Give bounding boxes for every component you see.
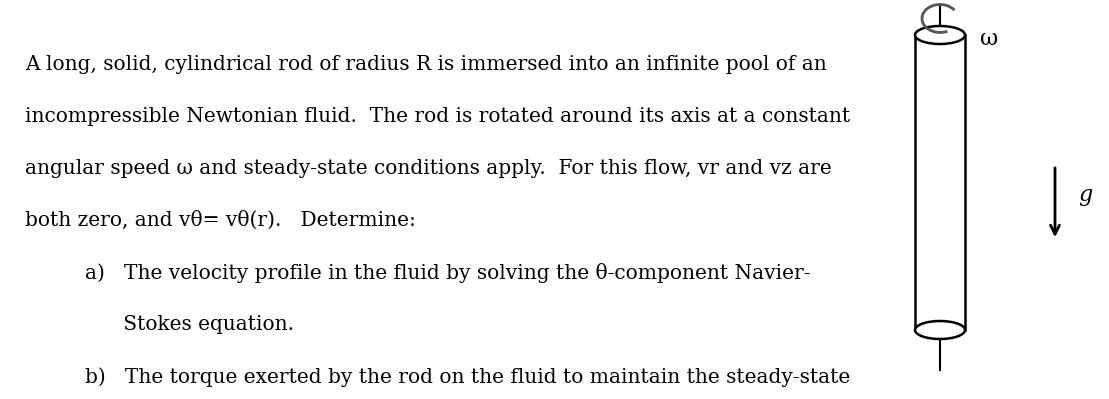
Ellipse shape [915, 321, 965, 339]
Text: incompressible Newtonian fluid.  The rod is rotated around its axis at a constan: incompressible Newtonian fluid. The rod … [26, 107, 851, 126]
Text: A long, solid, cylindrical rod of radius R is immersed into an infinite pool of : A long, solid, cylindrical rod of radius… [26, 55, 826, 74]
Text: Stokes equation.: Stokes equation. [85, 315, 294, 334]
Text: both zero, and vθ= vθ(r).   Determine:: both zero, and vθ= vθ(r). Determine: [26, 211, 416, 230]
Ellipse shape [915, 26, 965, 44]
Text: b)   The torque exerted by the rod on the fluid to maintain the steady-state: b) The torque exerted by the rod on the … [85, 367, 851, 387]
Text: ω: ω [980, 28, 998, 50]
Text: g: g [1078, 184, 1092, 206]
Text: a)   The velocity profile in the fluid by solving the θ-component Navier-: a) The velocity profile in the fluid by … [85, 263, 811, 283]
Bar [915, 35, 965, 330]
Text: angular speed ω and steady-state conditions apply.  For this flow, vr and vz are: angular speed ω and steady-state conditi… [26, 159, 832, 178]
